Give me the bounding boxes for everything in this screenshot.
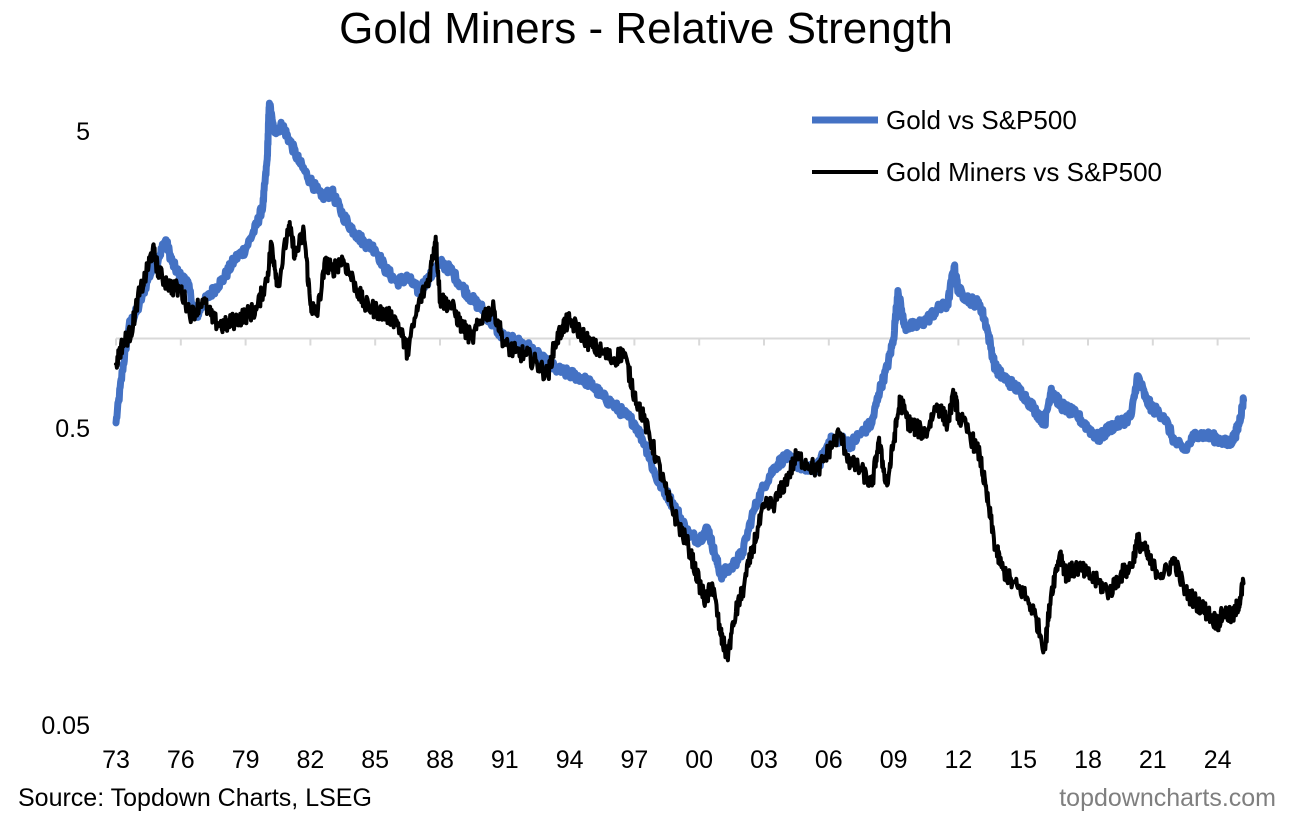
x-tick-label: 21 (1139, 746, 1167, 774)
y-axis: 5 0.5 0.05 (41, 118, 90, 740)
reference-gridline-layer (115, 337, 1250, 346)
series-line-gold-vs-sp500 (112, 99, 1247, 583)
y-tick-label: 5 (76, 118, 90, 146)
chart-title: Gold Miners - Relative Strength (339, 4, 953, 53)
legend-label: Gold Miners vs S&P500 (886, 157, 1162, 187)
x-tick-label: 09 (880, 746, 908, 774)
x-tick-label: 18 (1074, 746, 1102, 774)
x-tick-label: 06 (815, 746, 843, 774)
x-tick-label: 88 (426, 746, 454, 774)
x-tick-label: 76 (167, 746, 195, 774)
series-layer (112, 99, 1247, 663)
x-tick-label: 00 (685, 746, 713, 774)
x-tick-label: 91 (491, 746, 519, 774)
legend-label: Gold vs S&P500 (886, 105, 1077, 135)
x-tick-label: 97 (620, 746, 648, 774)
y-tick-label: 0.05 (41, 712, 90, 740)
x-tick-label: 15 (1009, 746, 1037, 774)
x-tick-label: 85 (361, 746, 389, 774)
x-axis: 73 76 79 82 85 88 91 94 97 00 03 06 09 12 15 18 21 24 (102, 746, 1232, 774)
watermark: topdowncharts.com (1059, 784, 1276, 812)
x-tick-label: 94 (556, 746, 584, 774)
x-tick-label: 24 (1204, 746, 1232, 774)
x-tick-label: 03 (750, 746, 778, 774)
source-note: Source: Topdown Charts, LSEG (18, 784, 372, 812)
y-tick-label: 0.5 (55, 415, 90, 443)
legend: Gold vs S&P500 Gold Miners vs S&P500 (812, 105, 1162, 187)
x-tick-label: 12 (944, 746, 972, 774)
x-tick-label: 73 (102, 746, 130, 774)
x-tick-label: 82 (296, 746, 324, 774)
series-line-gold-miners-vs-sp500 (114, 220, 1246, 663)
x-tick-label: 79 (232, 746, 260, 774)
